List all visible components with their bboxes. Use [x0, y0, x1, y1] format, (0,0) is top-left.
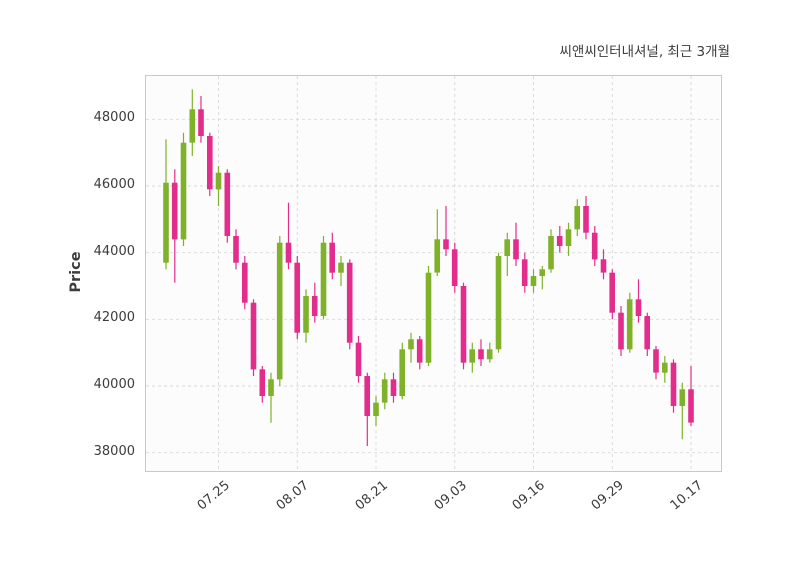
- candle: [329, 232, 335, 280]
- candle: [346, 259, 353, 350]
- candle: [653, 346, 659, 380]
- candle: [504, 232, 510, 276]
- candle: [320, 236, 327, 320]
- x-tick-label: 09.29: [588, 478, 627, 514]
- candle: [224, 169, 231, 243]
- candle: [609, 269, 615, 320]
- candle: [408, 332, 414, 363]
- candle: [198, 96, 204, 143]
- candle: [259, 366, 266, 403]
- candle: [338, 256, 344, 286]
- candle: [399, 342, 405, 400]
- candle: [171, 169, 178, 283]
- candle: [635, 279, 642, 323]
- candle: [556, 226, 563, 253]
- candle: [574, 199, 580, 236]
- plot-area: [145, 75, 722, 472]
- y-tick-label: 42000: [93, 310, 135, 326]
- candle: [180, 132, 187, 246]
- candle: [478, 339, 484, 366]
- candle: [215, 166, 222, 206]
- x-tick-label: 07.25: [194, 478, 234, 514]
- candle: [662, 356, 668, 383]
- candle: [434, 209, 440, 276]
- candle: [390, 372, 397, 403]
- candle: [495, 252, 502, 353]
- candle: [294, 256, 300, 340]
- candle: [285, 202, 292, 270]
- candle: [443, 206, 449, 256]
- candle: [364, 372, 370, 446]
- candle: [381, 372, 388, 410]
- y-tick-label: 46000: [93, 177, 135, 192]
- candle: [679, 382, 686, 440]
- y-tick-label: 40000: [93, 377, 135, 392]
- candle: [600, 249, 607, 280]
- candle: [539, 266, 545, 290]
- candle: [618, 306, 624, 356]
- candle: [583, 196, 589, 240]
- chart-title: 씨앤씨인터내셔널, 최근 3개월: [559, 44, 730, 60]
- candle: [626, 292, 633, 353]
- candle: [268, 372, 274, 423]
- candle: [565, 222, 572, 256]
- candle: [250, 299, 257, 376]
- candle: [373, 396, 379, 426]
- candle: [233, 229, 239, 270]
- candlestick-svg: [146, 76, 721, 471]
- candle: [207, 132, 213, 196]
- candle: [189, 89, 196, 156]
- candle: [469, 342, 475, 373]
- candle: [513, 222, 519, 266]
- x-tick-label: 08.07: [273, 478, 312, 514]
- x-tick-label: 09.16: [509, 478, 549, 514]
- candle: [548, 229, 554, 273]
- candle: [425, 266, 432, 366]
- candle: [460, 282, 467, 370]
- candle: [670, 359, 677, 413]
- candle: [355, 336, 362, 383]
- candle: [644, 312, 650, 356]
- candle: [416, 336, 423, 370]
- candle: [591, 226, 598, 266]
- candle: [303, 289, 309, 343]
- x-tick-label: 09.03: [431, 478, 470, 514]
- candle: [242, 256, 248, 310]
- y-tick-label: 48000: [93, 110, 135, 126]
- candle: [276, 236, 283, 386]
- candle: [521, 252, 528, 293]
- x-tick-label: 08.21: [352, 478, 391, 514]
- y-tick-label: 44000: [93, 243, 135, 259]
- x-tick-label: 10.17: [667, 478, 706, 514]
- candle: [163, 139, 169, 270]
- candle: [451, 242, 458, 293]
- y-tick-label: 38000: [93, 443, 135, 459]
- candle: [530, 269, 537, 293]
- candle: [688, 366, 694, 426]
- candle: [486, 342, 493, 363]
- candle: [311, 282, 318, 323]
